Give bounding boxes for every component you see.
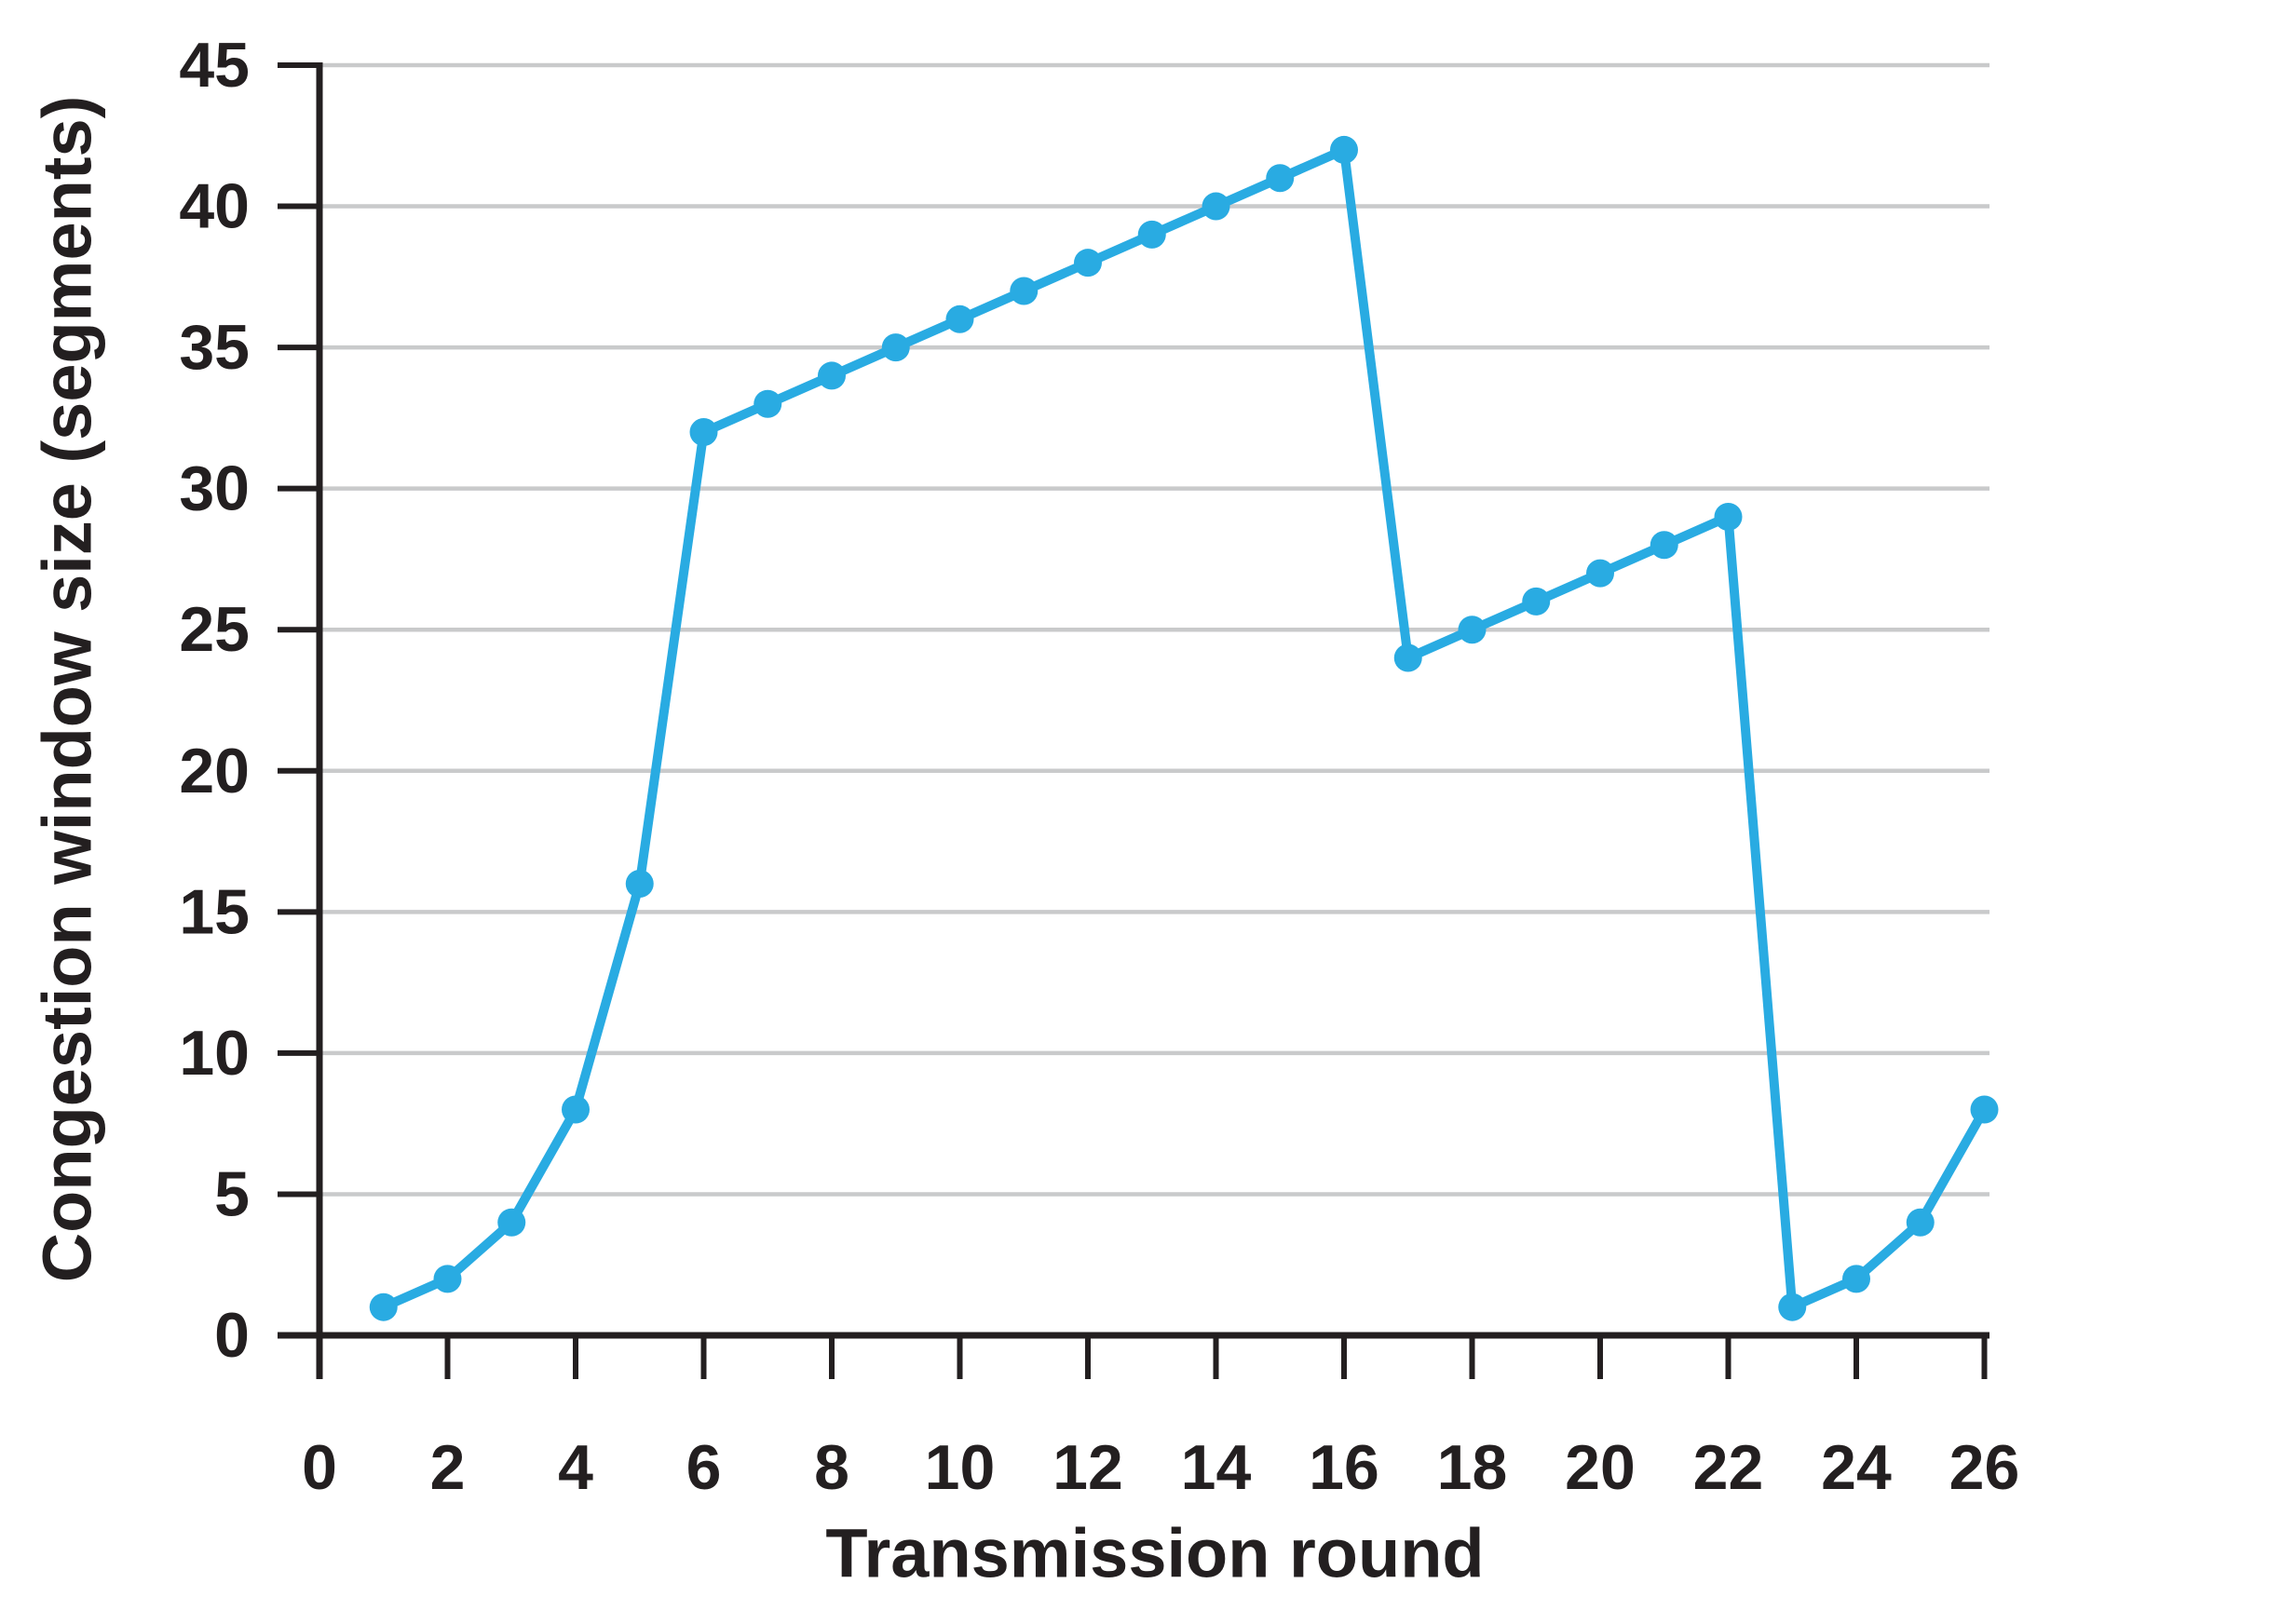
- data-point: [1330, 135, 1358, 164]
- data-point: [1842, 1265, 1870, 1293]
- data-point: [1650, 531, 1678, 560]
- x-tick-label-2: 2: [430, 1432, 466, 1503]
- y-tick-label-20: 20: [179, 736, 250, 806]
- x-tick-label-14: 14: [1181, 1432, 1252, 1503]
- y-axis-title: Congestion window size (segments): [29, 96, 106, 1283]
- y-tick-label-0: 0: [214, 1300, 250, 1371]
- y-tick-label-30: 30: [179, 453, 250, 524]
- x-tick-label-0: 0: [302, 1432, 337, 1503]
- data-point: [689, 418, 718, 447]
- x-tick-label-6: 6: [686, 1432, 722, 1503]
- x-tick-label-22: 22: [1693, 1432, 1764, 1503]
- data-point: [1458, 616, 1487, 644]
- x-tick-label-24: 24: [1821, 1432, 1892, 1503]
- data-point: [1970, 1095, 1999, 1124]
- x-tick-label-26: 26: [1949, 1432, 2020, 1503]
- y-tick-label-45: 45: [179, 30, 250, 101]
- data-point: [1778, 1292, 1807, 1321]
- y-tick-label-40: 40: [179, 171, 250, 242]
- x-tick-label-18: 18: [1437, 1432, 1508, 1503]
- data-point: [1586, 559, 1614, 588]
- data-point: [1137, 220, 1166, 249]
- data-point: [945, 304, 974, 333]
- x-tick-label-12: 12: [1052, 1432, 1123, 1503]
- x-tick-label-8: 8: [814, 1432, 849, 1503]
- data-point: [1714, 502, 1743, 531]
- gridlines-group: [319, 62, 1989, 1197]
- y-tick-label-25: 25: [179, 594, 250, 665]
- x-tick-label-4: 4: [558, 1432, 593, 1503]
- data-point: [1522, 587, 1551, 616]
- y-tick-label-35: 35: [179, 312, 250, 383]
- data-point: [1393, 643, 1422, 672]
- data-point: [1202, 192, 1230, 221]
- data-point: [1074, 249, 1102, 277]
- data-point: [433, 1265, 462, 1293]
- y-tick-label-15: 15: [179, 876, 250, 947]
- data-point: [818, 361, 846, 390]
- data-point: [369, 1292, 398, 1321]
- data-point: [497, 1208, 526, 1237]
- data-point: [1906, 1208, 1935, 1237]
- data-point: [881, 333, 910, 362]
- axes-group: [278, 62, 1989, 1379]
- y-tick-label-5: 5: [214, 1158, 250, 1229]
- data-point: [1266, 164, 1295, 193]
- data-point: [754, 389, 782, 418]
- data-point: [625, 870, 654, 899]
- data-point: [562, 1095, 590, 1124]
- series-line-0: [378, 144, 1989, 1312]
- x-tick-label-20: 20: [1565, 1432, 1636, 1503]
- data-series-group: [369, 135, 1999, 1321]
- data-point: [1010, 277, 1039, 305]
- x-tick-label-16: 16: [1309, 1432, 1379, 1503]
- y-tick-label-10: 10: [179, 1018, 250, 1089]
- x-tick-label-10: 10: [925, 1432, 996, 1503]
- x-axis-title: Transmission round: [825, 1515, 1484, 1592]
